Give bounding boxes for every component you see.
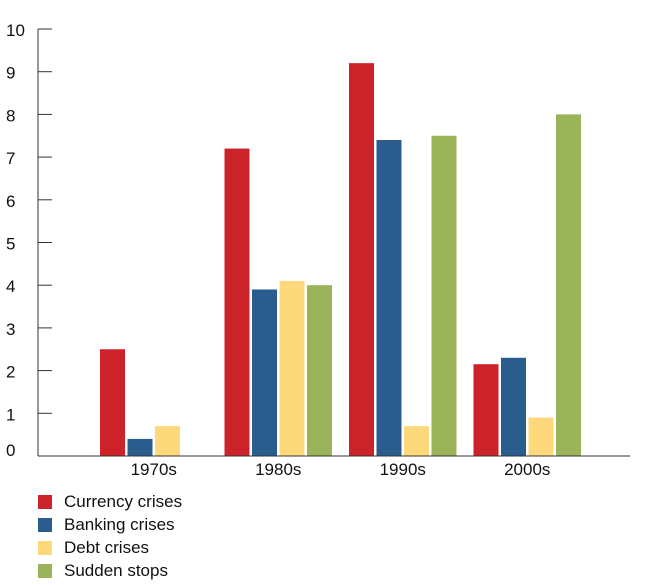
legend-label-debt-crises: Debt crises <box>64 537 150 557</box>
bar-banking-crises-1980s <box>252 289 277 456</box>
legend-swatch-banking-crises <box>38 517 52 532</box>
legend-swatch-sudden-stops <box>38 563 52 578</box>
legend-swatch-debt-crises <box>38 540 52 555</box>
bars <box>100 63 581 457</box>
legend-item-debt-crises: Debt crises <box>38 536 182 559</box>
bar-debt-crises-1990s <box>404 426 429 456</box>
y-tick-label: 7 <box>6 149 15 168</box>
legend-item-sudden-stops: Sudden stops <box>38 559 182 582</box>
bar-currency-crises-1990s <box>349 63 374 456</box>
x-tick-label: 1970s <box>131 460 177 479</box>
y-tick-label: 9 <box>6 64 15 83</box>
y-tick-label: 0 <box>6 441 15 460</box>
legend-item-banking-crises: Banking crises <box>38 513 182 536</box>
legend: Currency crises Banking crises Debt cris… <box>38 490 182 582</box>
bar-banking-crises-2000s <box>501 357 526 456</box>
y-tick-label: 8 <box>6 106 15 125</box>
legend-label-currency-crises: Currency crises <box>64 491 183 511</box>
legend-swatch-currency-crises <box>38 494 52 509</box>
x-tick-label: 1990s <box>380 460 426 479</box>
bar-currency-crises-1970s <box>100 349 125 456</box>
bar-currency-crises-1980s <box>224 148 250 456</box>
bar-currency-crises-2000s <box>473 364 499 456</box>
x-axis: 1970s 1980s 1990s 2000s <box>38 455 630 479</box>
bar-banking-crises-1990s <box>376 140 402 456</box>
bar-debt-crises-2000s <box>528 417 554 456</box>
legend-label-banking-crises: Banking crises <box>64 514 175 534</box>
y-tick-label: 5 <box>6 235 15 254</box>
x-tick-label: 2000s <box>504 460 550 479</box>
bar-sudden-stops-2000s <box>556 114 581 457</box>
bar-debt-crises-1970s <box>155 426 180 456</box>
y-tick-label: 2 <box>6 363 15 382</box>
y-tick-label: 10 <box>6 21 25 40</box>
y-axis: 0 1 2 3 4 5 6 7 8 9 10 <box>6 21 52 460</box>
y-tick-label: 6 <box>6 192 15 211</box>
legend-item-currency-crises: Currency crises <box>38 490 182 513</box>
bar-sudden-stops-1990s <box>431 135 457 456</box>
bar-banking-crises-1970s <box>127 438 153 456</box>
y-tick-label: 1 <box>6 405 15 424</box>
bar-chart: 0 1 2 3 4 5 6 7 8 9 10 1970s 1980s 1990s 2000s <box>6 21 630 479</box>
y-tick-label: 3 <box>6 320 15 339</box>
bar-debt-crises-1980s <box>279 280 305 456</box>
y-tick-label: 4 <box>6 277 15 296</box>
x-tick-label: 1980s <box>255 460 301 479</box>
bar-sudden-stops-1980s <box>307 285 332 456</box>
legend-label-sudden-stops: Sudden stops <box>64 560 168 580</box>
